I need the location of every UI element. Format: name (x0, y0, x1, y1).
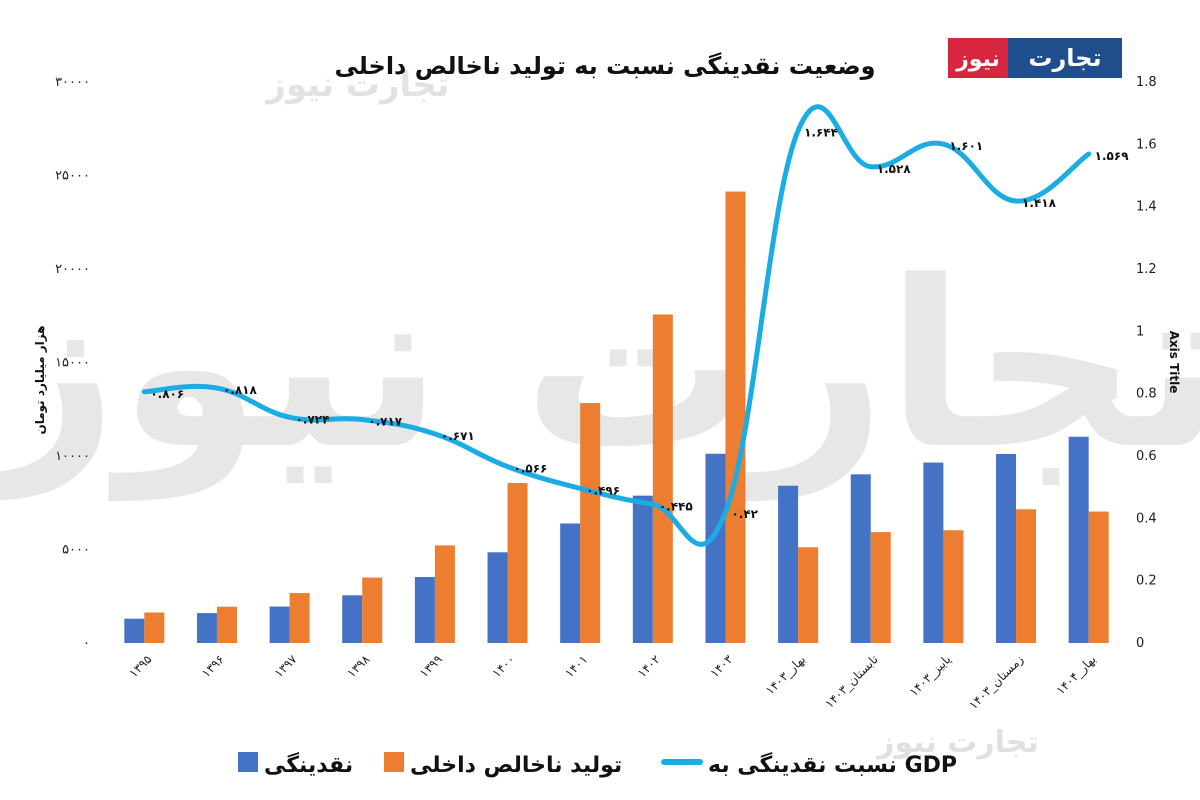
x-tick-label: ۱۴۰۱ (562, 652, 590, 680)
logo-red-block (948, 38, 1008, 78)
x-tick-label: ۱۳۹۸ (344, 652, 373, 681)
bar-gdp (362, 577, 383, 643)
y2-tick-label: 0 (1136, 636, 1144, 651)
ratio-data-label: ۱.۴۱۸ (1022, 196, 1057, 210)
x-tick-label: ۱۳۹۹ (417, 652, 445, 680)
y-tick-label: ۳۰۰۰۰ (55, 75, 90, 90)
y-tick-label: ۰ (83, 636, 90, 651)
bar-gdp (652, 314, 673, 643)
watermark-bottom: تجارت نیوز (875, 725, 1039, 760)
y2-tick-label: 1 (1136, 324, 1144, 339)
bar-gdp (870, 532, 891, 643)
bar-liquidity (342, 595, 363, 643)
ratio-data-label: ۱.۶۴۴ (804, 126, 838, 140)
x-tick-label: ۱۴۰۴_بهار (1053, 652, 1099, 698)
watermark-top: تجارت نیوز (264, 65, 449, 105)
x-tick-label: ۱۴۰۲ (635, 652, 663, 680)
y2-tick-label: 0.8 (1136, 387, 1157, 402)
y-axis-title: هزار میلیارد تومان (33, 325, 48, 434)
bar-gdp (289, 593, 310, 643)
legend-swatch-liquidity (238, 752, 258, 772)
bar-liquidity (414, 576, 435, 643)
x-tick-label: ۱۴۰۳_بهار (763, 652, 809, 698)
ratio-data-label: ۰.۴۴۵ (659, 499, 693, 513)
y2-tick-label: 1.2 (1136, 262, 1157, 277)
x-tick-label: ۱۴۰۰ (490, 652, 518, 680)
bar-liquidity (560, 523, 581, 643)
bar-gdp (1016, 509, 1037, 643)
bar-liquidity (269, 606, 290, 643)
y-tick-label: ۲۵۰۰۰ (55, 169, 90, 184)
y2-axis: 0 0.2 0.4 0.6 0.8 1 1.2 1.4 1.6 1.8 (1136, 75, 1157, 651)
x-tick-label: ۱۴۰۳ (707, 652, 736, 681)
ratio-line (141, 104, 1092, 547)
bar-gdp (798, 547, 819, 643)
bar-liquidity (705, 453, 726, 643)
y-tick-label: ۱۵۰۰۰ (55, 356, 90, 371)
legend-label-gdp: تولید ناخالص داخلی (410, 753, 622, 778)
bar-liquidity (632, 495, 653, 643)
ratio-data-label: ۱.۶۰۱ (949, 139, 983, 153)
x-tick-label: ۱۴۰۳_پاییز (907, 652, 955, 700)
bar-liquidity (196, 613, 217, 643)
ratio-data-label: ۰.۸۱۸ (223, 383, 258, 397)
ratio-data-label: ۰.۸۰۶ (150, 387, 184, 401)
legend-label-liquidity: نقدینگی (264, 751, 353, 778)
chart-title: وضعیت نقدینگی نسبت به تولید ناخالص داخلی (334, 52, 875, 80)
ratio-data-label: ۰.۷۲۴ (296, 412, 330, 426)
y-tick-label: ۵۰۰۰ (62, 543, 90, 558)
y-tick-label: ۱۰۰۰۰ (55, 449, 90, 464)
x-tick-label: ۱۳۹۵ (126, 652, 154, 680)
bar-gdp (725, 191, 746, 643)
ratio-data-label: ۰.۷۱۷ (368, 415, 403, 429)
x-tick-label: ۱۳۹۷ (272, 652, 301, 681)
bar-liquidity (850, 474, 871, 643)
logo-blue-block (1008, 38, 1122, 78)
y2-tick-label: 1.6 (1136, 137, 1157, 152)
y2-tick-label: 0.6 (1136, 449, 1157, 464)
y2-axis-title: Axis Title (1167, 331, 1181, 394)
ratio-data-label: ۰.۶۷۱ (441, 429, 475, 443)
logo: نیوز تجارت (948, 38, 1122, 78)
bar-gdp (434, 545, 455, 643)
bar-gdp (580, 403, 601, 643)
data-labels: ۰.۸۰۶ ۰.۸۱۸ ۰.۷۲۴ ۰.۷۱۷ ۰.۶۷۱ ۰.۵۶۶ ۰.۴۹۶ ۰.۴۴۵… (150, 126, 1129, 521)
bar-liquidity (778, 485, 799, 643)
logo-text-bottom: نیوز (955, 47, 1000, 72)
y2-tick-label: 1.8 (1136, 75, 1157, 90)
y2-tick-label: 1.4 (1136, 200, 1157, 215)
bar-gdp (943, 530, 964, 643)
ratio-data-label: ۰.۴۲ (731, 507, 758, 521)
x-axis: ۱۳۹۵ ۱۳۹۶ ۱۳۹۷ ۱۳۹۸ ۱۳۹۹ ۱۴۰۰ ۱۴۰۱ ۱۴۰۲ ۱۴۰۳ ۱۴۰۳… (126, 652, 1099, 713)
x-tick-label: ۱۳۹۶ (199, 652, 227, 680)
legend-label-ratio: نسبت نقدینگی به GDP (708, 751, 957, 778)
x-tick-label: ۱۴۰۳_زمستان (966, 652, 1027, 713)
legend-swatch-gdp (384, 752, 404, 772)
ratio-data-label: ۰.۵۶۶ (514, 462, 548, 476)
bar-liquidity (923, 462, 944, 643)
y2-tick-label: 0.2 (1136, 574, 1157, 589)
bar-gdp (144, 612, 165, 643)
ratio-line-layer (141, 104, 1092, 547)
logo-text-top: تجارت (1028, 44, 1101, 72)
bar-gdp (507, 482, 528, 643)
bar-liquidity (1068, 436, 1089, 643)
ratio-data-label: ۱.۵۶۹ (1095, 149, 1130, 163)
y-tick-label: ۲۰۰۰۰ (55, 262, 90, 277)
ratio-data-label: ۱.۵۲۸ (877, 162, 912, 176)
y2-tick-label: 0.4 (1136, 511, 1157, 526)
bars (124, 191, 1109, 643)
bar-gdp (216, 606, 237, 643)
bar-liquidity (124, 618, 145, 643)
ratio-data-label: ۰.۴۹۶ (586, 483, 620, 497)
bar-gdp (1088, 511, 1109, 643)
y-axis: ۰ ۵۰۰۰ ۱۰۰۰۰ ۱۵۰۰۰ ۲۰۰۰۰ ۲۵۰۰۰ ۳۰۰۰۰ (55, 75, 90, 651)
bar-liquidity (996, 453, 1017, 643)
bar-liquidity (487, 552, 508, 643)
legend: نقدینگی تولید ناخالص داخلی نسبت نقدینگی … (238, 751, 957, 778)
x-tick-label: ۱۴۰۳_تابستان (822, 652, 881, 711)
